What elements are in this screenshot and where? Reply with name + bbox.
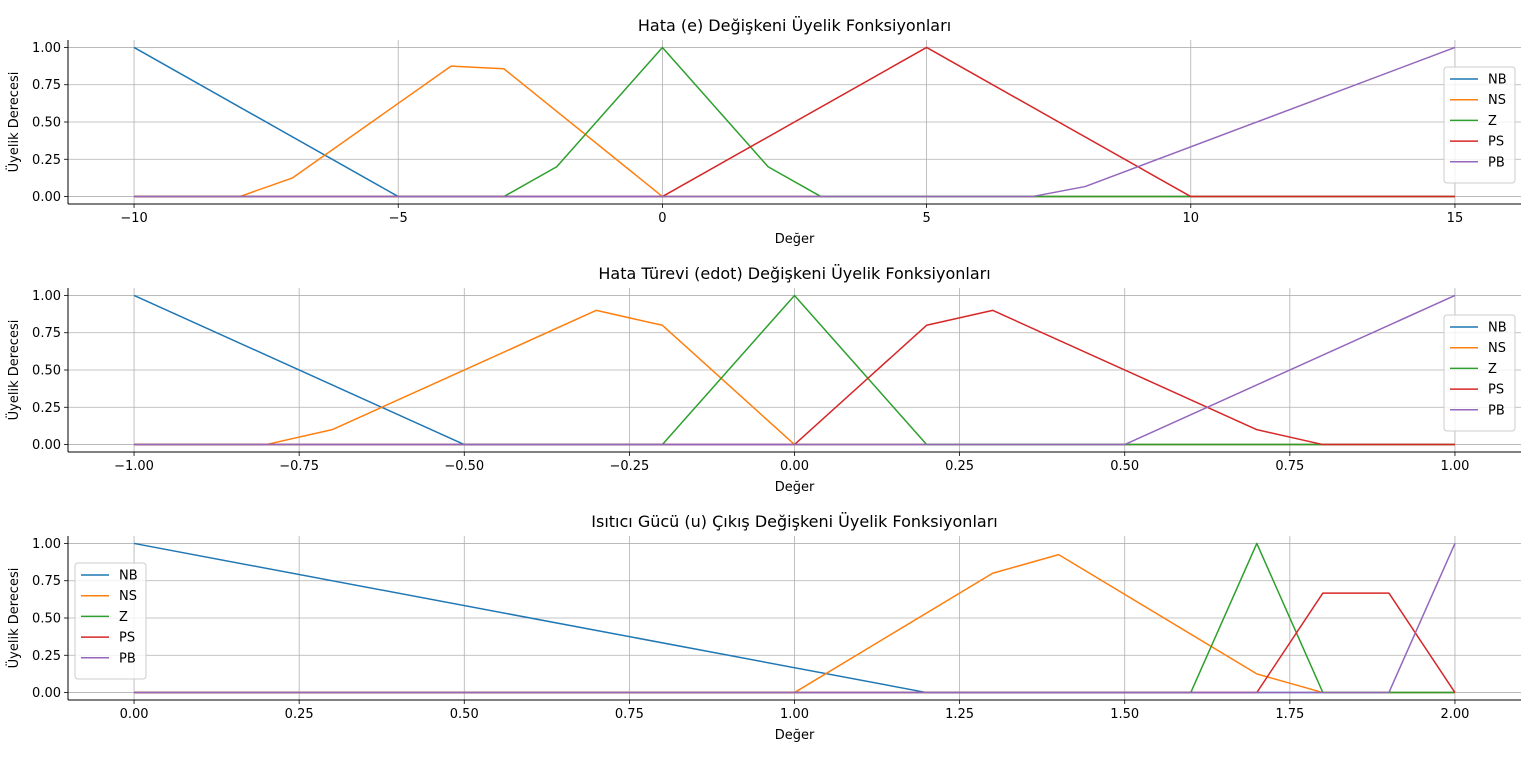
legend-label-ns: NS [1488,93,1506,108]
x-tick-label: 1.00 [780,707,809,722]
x-tick-label: 0.50 [1110,459,1139,474]
legend: NB NS Z PS PB [1443,66,1516,184]
x-tick-label: 1.00 [1440,459,1469,474]
y-tick-label: 0.25 [32,153,61,168]
legend-label-ps: PS [119,631,135,646]
y-tick-label: 1.00 [32,41,61,56]
x-tick-label: 1.25 [945,707,974,722]
x-tick-label: −0.25 [609,459,649,474]
y-tick-label: 1.00 [32,289,61,304]
legend-label-z: Z [1488,362,1497,377]
legend-frame [74,562,147,680]
x-tick-label: 10 [1182,211,1199,226]
y-axis-label: Üyelik Derecesi [5,568,22,669]
y-tick-label: 0.50 [32,364,61,379]
y-tick-label: 0.25 [32,649,61,664]
legend-label-pb: PB [119,651,136,666]
y-tick-label: 0.75 [32,326,61,341]
x-tick-label: 5 [922,211,930,226]
x-tick-label: 2.00 [1440,707,1469,722]
y-axis-label: Üyelik Derecesi [5,320,22,421]
y-axis-label: Üyelik Derecesi [5,72,22,173]
chart-panel-2: −1.00 −0.75 −0.50 −0.25 0.00 0.25 0.50 0.75 1.00… [5,264,1521,495]
y-tick-label: 0.50 [32,612,61,627]
y-tick-label: 0.75 [32,78,61,93]
series-line-pb [134,46,1456,198]
y-tick-label: 0.25 [32,401,61,416]
chart-title: Isıtıcı Gücü (u) Çıkış Değişkeni Üyelik … [591,512,997,531]
legend-label-ps: PS [1488,135,1504,150]
legend-frame [1443,66,1516,184]
y-tick-label: 0.00 [32,686,61,701]
x-tick-label: 0 [658,211,666,226]
x-tick-label: 15 [1447,211,1464,226]
x-tick-label: −0.50 [444,459,484,474]
x-tick-label: −1.00 [114,459,154,474]
x-tick-label: −5 [389,211,408,226]
chart-panel-3: 0.00 0.25 0.50 0.75 1.00 1.25 1.50 1.75 2.00 0.00… [5,512,1521,743]
chart-panel-1: −10 −5 0 5 10 15 0.00 0.25 0.50 0.75 1.00 Hata (e) … [5,16,1521,247]
x-tick-label: 0.50 [450,707,479,722]
chart-title: Hata Türevi (edot) Değişkeni Üyelik Fonk… [598,264,990,283]
legend-label-z: Z [1488,114,1497,129]
legend-frame [1443,314,1516,432]
y-tick-label: 0.75 [32,574,61,589]
legend-label-ns: NS [1488,341,1506,356]
legend-label-nb: NB [1488,321,1507,336]
legend: NB NS Z PS PB [1443,314,1516,432]
series-line-pb [134,543,1456,694]
x-tick-label: −0.75 [279,459,319,474]
legend-label-ns: NS [119,589,137,604]
x-axis-label: Değer [775,728,815,743]
y-tick-label: 0.00 [32,190,61,205]
x-tick-label: 0.25 [945,459,974,474]
x-tick-label: 1.50 [1110,707,1139,722]
y-tick-label: 0.50 [32,116,61,131]
legend-label-pb: PB [1488,155,1505,170]
series-line-ns [134,65,1455,198]
legend-label-nb: NB [119,569,138,584]
x-axis-label: Değer [775,232,815,247]
x-tick-label: 0.00 [120,707,149,722]
x-tick-label: 0.25 [285,707,314,722]
x-tick-label: −10 [120,211,147,226]
y-tick-label: 0.00 [32,438,61,453]
legend-label-pb: PB [1488,403,1505,418]
x-tick-label: 1.75 [1275,707,1304,722]
x-tick-label: 0.75 [615,707,644,722]
legend-label-nb: NB [1488,73,1507,88]
x-axis-label: Değer [775,480,815,495]
y-tick-label: 1.00 [32,537,61,552]
legend-label-z: Z [119,610,128,625]
chart-title: Hata (e) Değişkeni Üyelik Fonksiyonları [638,16,951,35]
legend: NB NS Z PS PB [74,562,147,680]
x-tick-label: 0.75 [1275,459,1304,474]
series-line-pb [134,294,1456,446]
legend-label-ps: PS [1488,383,1504,398]
x-tick-label: 0.00 [780,459,809,474]
